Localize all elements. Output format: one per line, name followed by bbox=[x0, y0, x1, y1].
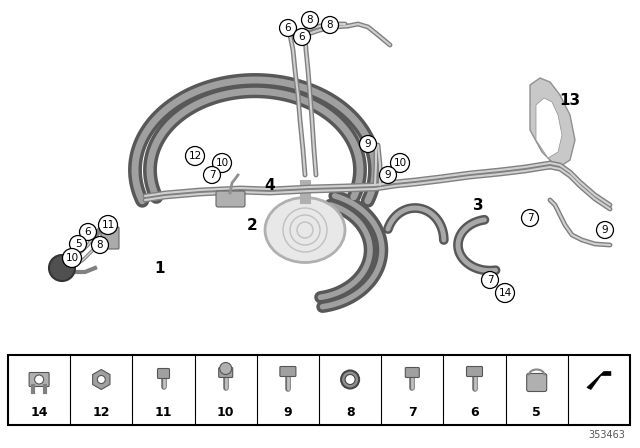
Text: 7: 7 bbox=[209, 170, 215, 180]
Text: 5: 5 bbox=[75, 239, 81, 249]
Text: 5: 5 bbox=[532, 406, 541, 419]
Circle shape bbox=[341, 370, 359, 388]
Text: 7: 7 bbox=[408, 406, 417, 419]
Text: 6: 6 bbox=[285, 23, 291, 33]
FancyBboxPatch shape bbox=[8, 355, 630, 425]
Circle shape bbox=[522, 210, 538, 227]
Circle shape bbox=[186, 146, 205, 165]
Circle shape bbox=[280, 20, 296, 36]
Text: 13: 13 bbox=[559, 92, 580, 108]
FancyBboxPatch shape bbox=[280, 366, 296, 376]
Text: 12: 12 bbox=[188, 151, 202, 161]
Text: 10: 10 bbox=[217, 406, 234, 419]
FancyBboxPatch shape bbox=[467, 366, 483, 376]
Text: 4: 4 bbox=[265, 177, 275, 193]
Text: 8: 8 bbox=[97, 240, 103, 250]
Text: 7: 7 bbox=[486, 275, 493, 285]
Text: 1: 1 bbox=[155, 260, 165, 276]
Text: 10: 10 bbox=[216, 158, 228, 168]
Text: 11: 11 bbox=[155, 406, 172, 419]
Circle shape bbox=[390, 154, 410, 172]
FancyBboxPatch shape bbox=[29, 372, 49, 387]
Circle shape bbox=[596, 221, 614, 238]
Text: 7: 7 bbox=[527, 213, 533, 223]
Text: 9: 9 bbox=[284, 406, 292, 419]
Circle shape bbox=[301, 12, 319, 29]
Circle shape bbox=[294, 29, 310, 46]
Text: 353463: 353463 bbox=[588, 430, 625, 440]
Circle shape bbox=[92, 237, 109, 254]
Text: 9: 9 bbox=[365, 139, 371, 149]
Circle shape bbox=[495, 284, 515, 302]
Text: 6: 6 bbox=[299, 32, 305, 42]
Ellipse shape bbox=[265, 198, 345, 263]
Text: 10: 10 bbox=[65, 253, 79, 263]
Circle shape bbox=[360, 135, 376, 152]
Circle shape bbox=[220, 362, 232, 375]
Circle shape bbox=[481, 271, 499, 289]
Circle shape bbox=[63, 249, 81, 267]
Circle shape bbox=[79, 224, 97, 241]
FancyBboxPatch shape bbox=[527, 374, 547, 392]
Text: 14: 14 bbox=[30, 406, 48, 419]
Polygon shape bbox=[530, 78, 575, 168]
FancyBboxPatch shape bbox=[101, 227, 119, 249]
Circle shape bbox=[35, 375, 44, 384]
FancyBboxPatch shape bbox=[219, 367, 233, 378]
Text: 3: 3 bbox=[473, 198, 483, 212]
Circle shape bbox=[70, 236, 86, 253]
Text: 14: 14 bbox=[499, 288, 511, 298]
Circle shape bbox=[345, 375, 355, 384]
Circle shape bbox=[380, 167, 397, 184]
FancyBboxPatch shape bbox=[157, 369, 170, 379]
Circle shape bbox=[212, 154, 232, 172]
Polygon shape bbox=[536, 98, 562, 158]
Text: 12: 12 bbox=[93, 406, 110, 419]
Circle shape bbox=[99, 215, 118, 234]
Text: 8: 8 bbox=[307, 15, 314, 25]
Text: 6: 6 bbox=[84, 227, 92, 237]
Text: 6: 6 bbox=[470, 406, 479, 419]
Text: 8: 8 bbox=[346, 406, 355, 419]
Text: 11: 11 bbox=[101, 220, 115, 230]
Circle shape bbox=[49, 255, 75, 281]
Text: 9: 9 bbox=[602, 225, 608, 235]
Polygon shape bbox=[93, 370, 110, 389]
Text: 10: 10 bbox=[394, 158, 406, 168]
Circle shape bbox=[204, 167, 221, 184]
FancyBboxPatch shape bbox=[216, 191, 245, 207]
Text: 2: 2 bbox=[246, 217, 257, 233]
Text: 9: 9 bbox=[385, 170, 391, 180]
Text: 8: 8 bbox=[326, 20, 333, 30]
Circle shape bbox=[321, 17, 339, 34]
Polygon shape bbox=[587, 371, 611, 389]
FancyBboxPatch shape bbox=[405, 367, 419, 378]
Circle shape bbox=[97, 375, 106, 383]
